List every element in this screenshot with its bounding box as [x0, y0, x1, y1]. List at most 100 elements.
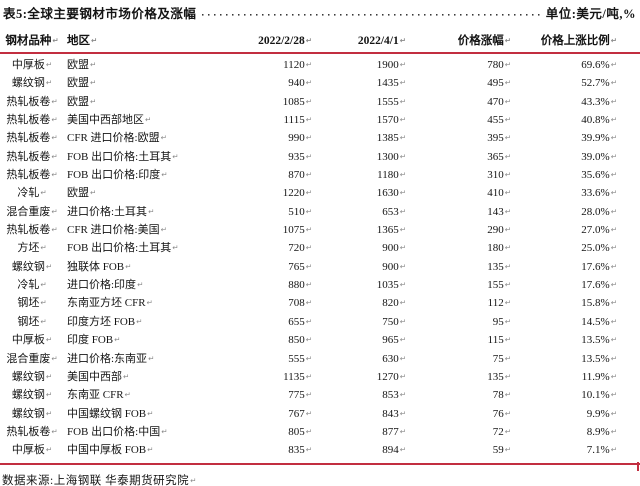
cell-text: 螺纹钢: [11, 370, 45, 383]
paragraph-mark: ↵: [45, 78, 53, 88]
paragraph-mark: ↵: [40, 280, 47, 290]
cell-text: 708: [288, 297, 305, 310]
table-row: 热轧板卷↵ CFR 进口价格:美国↵ 1075↵ 1365↵ 290↵ 27.0%↵: [2, 221, 640, 239]
paragraph-mark: ↵: [146, 298, 153, 308]
paragraph-mark: ↵: [504, 445, 511, 455]
paragraph-mark: ↵: [148, 206, 155, 216]
paragraph-mark: ↵: [610, 390, 617, 400]
cell-5: 39.0%↵: [513, 148, 623, 166]
paragraph-mark: ↵: [610, 426, 617, 436]
paragraph-mark: ↵: [504, 188, 511, 198]
paragraph-mark: ↵: [147, 445, 154, 455]
paragraph-mark: ↵: [399, 115, 406, 125]
cell-3: 1300↵: [314, 148, 408, 166]
cell-3: 877↵: [314, 423, 408, 441]
cell-4: 180↵: [408, 239, 513, 257]
cell-text: 310: [487, 169, 504, 182]
cell-0: 中厚板↵: [2, 331, 62, 349]
cell-text: 95: [492, 315, 504, 328]
bottom-rule: [0, 462, 640, 465]
table-caption-row: 表5:全球主要钢材市场价格及涨幅 单位:美元/吨,%: [0, 3, 640, 21]
cell-text: 935: [288, 150, 305, 163]
cell-0: 热轧板卷↵: [2, 129, 62, 147]
cell-0: 混合重废↵: [2, 203, 62, 221]
cell-2: 555↵: [212, 350, 314, 368]
paragraph-mark: ↵: [52, 36, 59, 45]
cell-text: 1075: [282, 224, 305, 237]
cell-2: 1085↵: [212, 93, 314, 111]
cell-3: 1435↵: [314, 74, 408, 92]
cell-5: 25.0%↵: [513, 239, 623, 257]
cell-text: 78: [492, 389, 504, 402]
cell-2: 935↵: [212, 148, 314, 166]
table-row: 混合重废↵ 进口价格:东南亚↵ 555↵ 630↵ 75↵ 13.5%↵: [2, 350, 640, 368]
cell-4: 410↵: [408, 184, 513, 202]
cell-text: 东南亚 CFR: [67, 389, 124, 402]
paragraph-mark: ↵: [305, 36, 312, 45]
header-cell-text: 价格涨幅: [457, 35, 504, 47]
table-body: 中厚板↵ 欧盟↵ 1120↵ 1900↵ 780↵ 69.6%↵ 螺纹钢↵ 欧盟↵ 940↵ 14…: [0, 56, 640, 460]
cell-3: 630↵: [314, 350, 408, 368]
paragraph-mark: ↵: [305, 133, 312, 143]
cell-text: 混合重废: [6, 352, 51, 365]
cell-2: 870↵: [212, 166, 314, 184]
cell-0: 热轧板卷↵: [2, 148, 62, 166]
cell-1: 中国中厚板 FOB↵: [62, 441, 212, 459]
paragraph-mark: ↵: [305, 243, 312, 253]
paragraph-mark: ↵: [172, 243, 179, 253]
paragraph-mark: ↵: [504, 335, 511, 345]
paragraph-mark: ↵: [399, 78, 406, 88]
cell-text: 螺纹钢: [11, 77, 45, 90]
paragraph-mark: ↵: [90, 188, 97, 198]
paragraph-mark: ↵: [610, 243, 617, 253]
paragraph-mark: ↵: [90, 78, 97, 88]
cell-0: 螺纹钢↵: [2, 258, 62, 276]
cell-text: 720: [288, 242, 305, 255]
paragraph-mark: ↵: [305, 115, 312, 125]
cell-0: 热轧板卷↵: [2, 423, 62, 441]
cell-text: 方坯: [17, 242, 40, 255]
paragraph-mark: ↵: [610, 36, 617, 45]
paragraph-mark: ↵: [51, 96, 58, 106]
cell-text: 59: [492, 444, 504, 457]
unit-label: 单位:美元/吨,%: [545, 7, 636, 21]
cell-text: 155: [487, 279, 504, 292]
cell-0: 热轧板卷↵: [2, 221, 62, 239]
cell-text: 印度方坯 FOB: [67, 315, 136, 328]
cell-2: 1115↵: [212, 111, 314, 129]
paragraph-mark: ↵: [504, 261, 511, 271]
cell-text: 894: [382, 444, 399, 457]
cell-4: 290↵: [408, 221, 513, 239]
header-cell-text: 地区: [67, 35, 90, 47]
cell-text: 混合重废: [6, 205, 51, 218]
cell-1: 进口价格:印度↵: [62, 276, 212, 294]
paragraph-mark: ↵: [40, 316, 47, 326]
table-row: 螺纹钢↵ 东南亚 CFR↵ 775↵ 853↵ 78↵ 10.1%↵: [2, 386, 640, 404]
cell-text: 900: [382, 242, 399, 255]
table-title: 表5:全球主要钢材市场价格及涨幅: [3, 7, 197, 21]
cell-text: 780: [487, 59, 504, 71]
cell-1: FOB 出口价格:土耳其↵: [62, 239, 212, 257]
cell-2: 767↵: [212, 405, 314, 423]
cell-text: 1135: [283, 370, 305, 383]
cell-text: 1570: [376, 114, 399, 127]
cell-4: 310↵: [408, 166, 513, 184]
cell-1: 美国中西部地区↵: [62, 111, 212, 129]
cell-text: 中厚板: [11, 334, 45, 347]
paragraph-mark: ↵: [399, 225, 406, 235]
paragraph-mark: ↵: [305, 426, 312, 436]
cell-text: 热轧板卷: [6, 224, 51, 237]
paragraph-mark: ↵: [399, 426, 406, 436]
cell-2: 1135↵: [212, 368, 314, 386]
paragraph-mark: ↵: [305, 151, 312, 161]
cell-text: 877: [382, 425, 399, 438]
cell-2: 775↵: [212, 386, 314, 404]
cell-text: 17.6%: [581, 260, 610, 273]
cell-4: 59↵: [408, 441, 513, 459]
cell-text: 965: [382, 334, 399, 347]
table-row: 中厚板↵ 中国中厚板 FOB↵ 835↵ 894↵ 59↵ 7.1%↵: [2, 441, 640, 459]
table-row: 方坯↵ FOB 出口价格:土耳其↵ 720↵ 900↵ 180↵ 25.0%↵: [2, 239, 640, 257]
paragraph-mark: ↵: [161, 170, 168, 180]
cell-1: 独联体 FOB↵: [62, 258, 212, 276]
paragraph-mark: ↵: [45, 371, 53, 381]
